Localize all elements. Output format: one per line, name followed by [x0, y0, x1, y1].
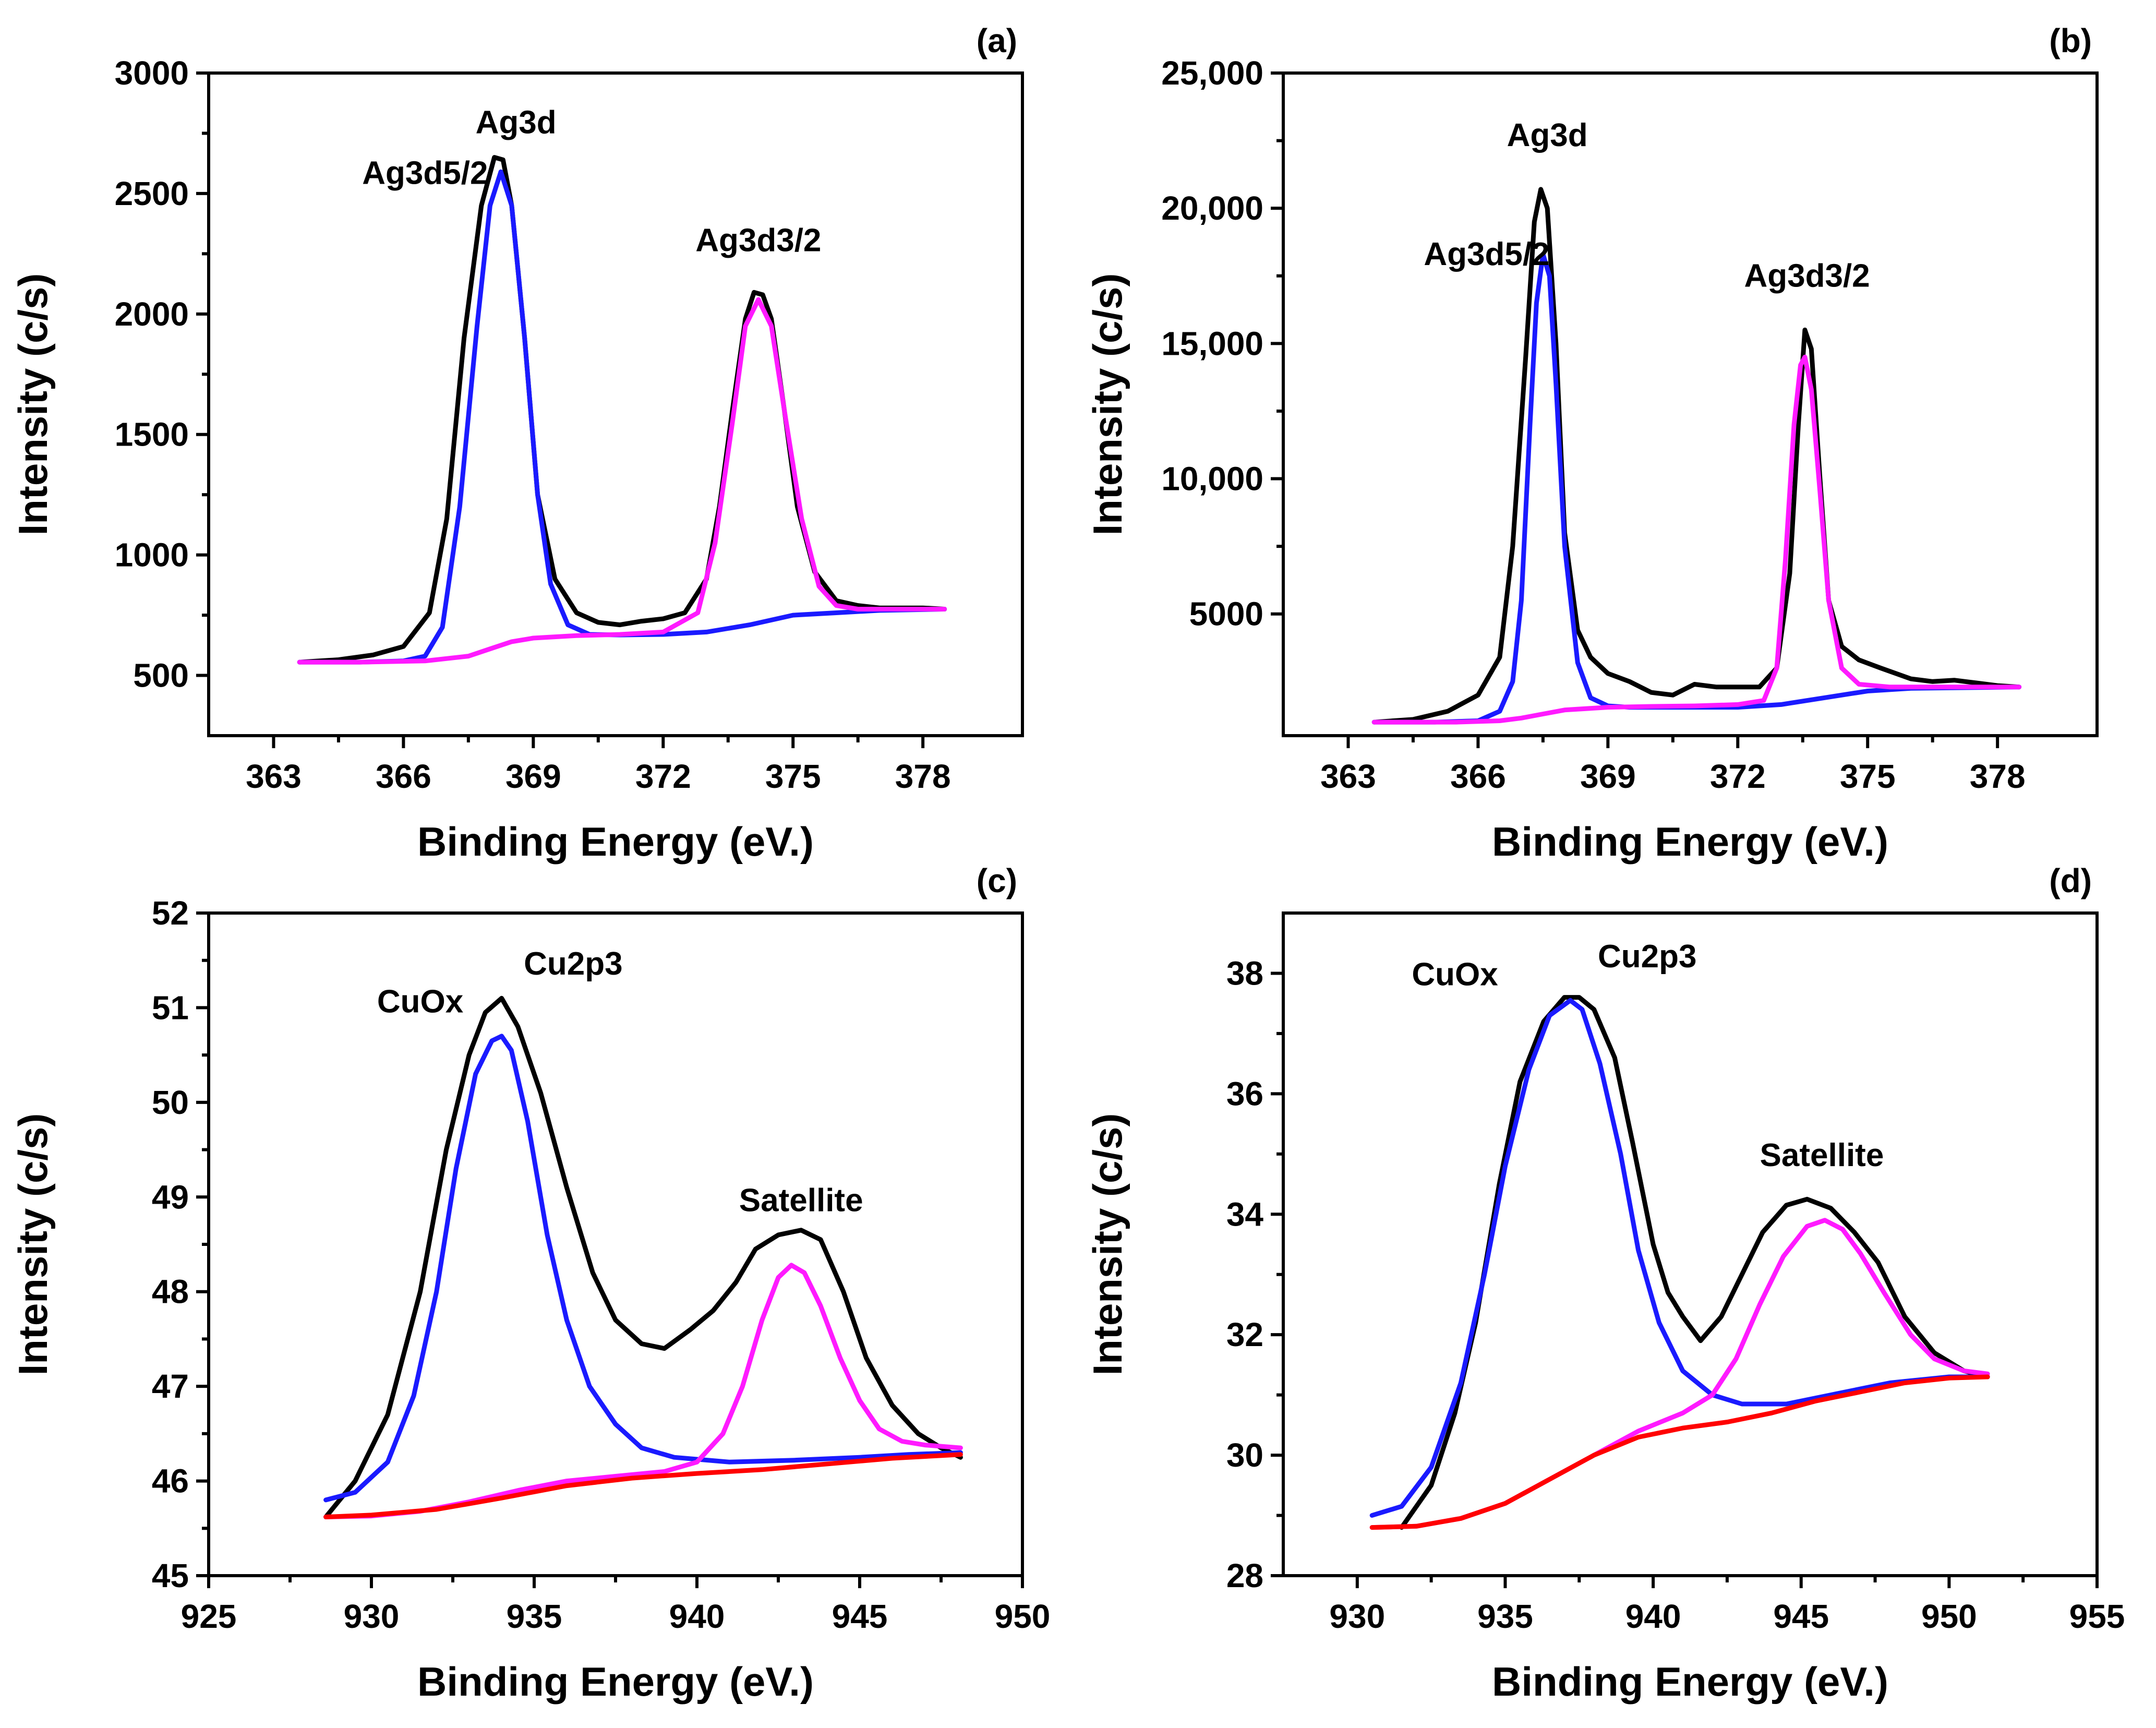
x-tick-label: 366: [376, 758, 431, 795]
panels: 363 366 369 372 375 378 500 1000 1500 2000 2500 300…: [10, 22, 2125, 1705]
chart-panel: 363 366 369 372 375 378 5000 10,000 15,000 20,000…: [1085, 22, 2099, 865]
plot-frame: [1282, 911, 2099, 1577]
x-axis-label: Binding Energy (eV.): [1492, 819, 1888, 865]
y-tick-label: 1500: [115, 416, 189, 453]
peak-annotation: Ag3d3/2: [695, 223, 821, 259]
panel-label: (b): [2049, 22, 2092, 59]
peak-annotation: Ag3d3/2: [1744, 258, 1870, 294]
x-tick-label: 363: [1320, 758, 1376, 795]
peak-annotation: Ag3d: [1507, 117, 1588, 153]
y-tick-label: 2500: [115, 175, 189, 212]
peak-annotation: Satellite: [1760, 1137, 1884, 1173]
y-tick-label: 50: [152, 1084, 189, 1121]
x-tick-label: 955: [2069, 1598, 2125, 1635]
series-line: [323, 1263, 963, 1519]
peak-annotation: Ag3d5/2: [1424, 236, 1549, 272]
x-tick-label: 940: [1625, 1598, 1681, 1635]
x-tick-label: 378: [1970, 758, 2026, 795]
x-tick-label: 940: [669, 1598, 725, 1635]
y-tick-label: 15,000: [1161, 325, 1263, 362]
y-axis-label: Intensity (c/s): [1085, 1113, 1130, 1376]
series-line: [1399, 995, 1990, 1530]
series-line: [1371, 251, 2022, 725]
panel-label: (d): [2049, 862, 2092, 899]
x-tick-label: 372: [635, 758, 691, 795]
y-tick-label: 28: [1226, 1557, 1263, 1594]
y-tick-label: 25,000: [1161, 54, 1263, 92]
chart-panel: 363 366 369 372 375 378 500 1000 1500 2000 2500 300…: [10, 22, 1024, 865]
series-line: [297, 297, 947, 665]
x-axis-label: Binding Energy (eV.): [417, 819, 814, 865]
x-axis-label: Binding Energy (eV.): [417, 1659, 814, 1705]
x-tick-label: 930: [1329, 1598, 1385, 1635]
x-tick-label: 375: [1840, 758, 1896, 795]
series-line: [297, 169, 947, 665]
y-tick-label: 36: [1226, 1075, 1263, 1112]
y-tick-label: 38: [1226, 954, 1263, 992]
x-tick-label: 369: [505, 758, 561, 795]
y-tick-label: 51: [152, 989, 189, 1026]
x-tick-label: 369: [1580, 758, 1636, 795]
peak-annotation: Cu2p3: [1598, 939, 1696, 975]
chart-panel: 925 930 935 940 945 950 45 46 47 48 49 50 51 52 Bindin…: [10, 862, 1050, 1705]
x-tick-label: 366: [1450, 758, 1506, 795]
panel-label: (c): [977, 862, 1017, 899]
y-tick-label: 52: [152, 894, 189, 932]
x-tick-label: 930: [344, 1598, 400, 1635]
x-tick-label: 935: [507, 1598, 562, 1635]
y-tick-label: 500: [133, 657, 189, 694]
y-tick-label: 49: [152, 1178, 189, 1216]
series-line: [323, 1034, 963, 1503]
x-tick-label: 950: [1921, 1598, 1977, 1635]
y-tick-label: 30: [1226, 1436, 1263, 1474]
y-tick-label: 2000: [115, 295, 189, 333]
y-tick-label: 47: [152, 1367, 189, 1405]
y-axis-label: Intensity (c/s): [10, 273, 56, 536]
y-tick-label: 48: [152, 1273, 189, 1311]
x-tick-label: 945: [1773, 1598, 1829, 1635]
x-tick-label: 372: [1710, 758, 1766, 795]
chart-panel: 930 935 940 945 950 955 28 30 32 34 36 38 Binding En…: [1085, 862, 2125, 1705]
series-line: [1371, 187, 2022, 725]
peak-annotation: Cu2p3: [524, 946, 622, 982]
x-axis-label: Binding Energy (eV.): [1492, 1659, 1888, 1705]
y-axis-label: Intensity (c/s): [1085, 273, 1130, 536]
y-axis-label: Intensity (c/s): [10, 1113, 56, 1376]
x-tick-label: 925: [181, 1598, 237, 1635]
y-tick-label: 10,000: [1161, 460, 1263, 498]
x-tick-label: 375: [765, 758, 821, 795]
series-line: [1369, 1374, 1990, 1530]
y-tick-label: 32: [1226, 1316, 1263, 1353]
y-tick-label: 20,000: [1161, 189, 1263, 227]
x-tick-label: 935: [1477, 1598, 1533, 1635]
peak-annotation: Ag3d: [476, 104, 557, 140]
plot-frame: [1282, 71, 2099, 737]
peak-annotation: CuOx: [1412, 957, 1498, 993]
y-tick-label: 46: [152, 1462, 189, 1500]
peak-annotation: Satellite: [739, 1183, 863, 1219]
y-tick-label: 5000: [1189, 595, 1263, 633]
plot-frame: [207, 71, 1024, 737]
panel-label: (a): [977, 22, 1017, 59]
x-tick-label: 363: [246, 758, 302, 795]
x-tick-label: 950: [995, 1598, 1051, 1635]
series-line: [1371, 354, 2022, 725]
x-tick-label: 945: [832, 1598, 888, 1635]
y-tick-label: 45: [152, 1557, 189, 1594]
y-tick-label: 3000: [115, 54, 189, 92]
y-tick-label: 1000: [115, 536, 189, 574]
x-tick-label: 378: [895, 758, 951, 795]
series-line: [323, 1452, 963, 1519]
series-line: [323, 995, 963, 1519]
y-tick-label: 34: [1226, 1195, 1264, 1233]
series-line: [1369, 998, 1990, 1518]
peak-annotation: Ag3d5/2: [362, 155, 488, 191]
peak-annotation: CuOx: [377, 984, 464, 1020]
